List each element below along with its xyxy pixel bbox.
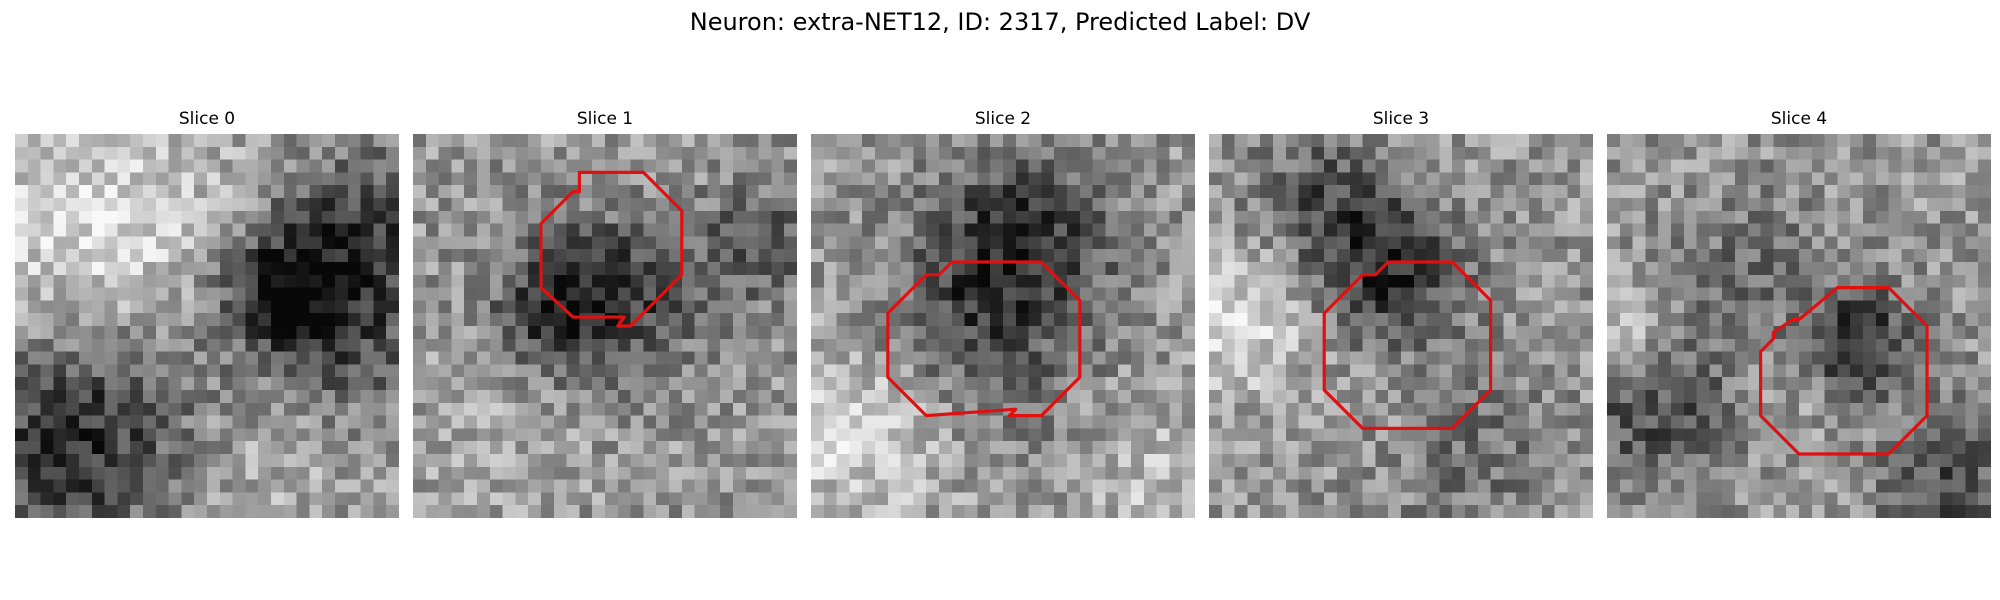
contour-overlay-3 xyxy=(1322,260,1493,431)
slice-pixels-0 xyxy=(15,134,399,518)
contour-overlay-2 xyxy=(886,260,1082,418)
mask-contour-3 xyxy=(1322,260,1493,431)
contour-overlay-4 xyxy=(1759,286,1929,456)
slice-panel-1: Slice 1 xyxy=(413,108,797,518)
slice-panel-0: Slice 0 xyxy=(15,108,399,518)
slice-pixels-1 xyxy=(413,134,797,518)
slice-panel-4: Slice 4 xyxy=(1607,108,1991,518)
slice-title-1: Slice 1 xyxy=(576,109,634,129)
slice-panel-3: Slice 3 xyxy=(1209,108,1593,518)
slice-image-0 xyxy=(15,134,399,518)
mask-contour-1 xyxy=(539,170,684,328)
slice-image-1 xyxy=(413,134,797,518)
mask-contour-4 xyxy=(1759,286,1929,456)
slice-panel-2: Slice 2 xyxy=(811,108,1195,518)
slice-image-2 xyxy=(811,134,1195,518)
slice-title-2: Slice 2 xyxy=(974,109,1032,129)
slice-pixels-3 xyxy=(1209,134,1593,518)
contour-overlay-1 xyxy=(539,170,684,328)
slice-image-3 xyxy=(1209,134,1593,518)
slice-title-4: Slice 4 xyxy=(1770,109,1828,129)
slice-pixels-2 xyxy=(811,134,1195,518)
slice-title-0: Slice 0 xyxy=(178,109,236,129)
slice-image-4 xyxy=(1607,134,1991,518)
mask-contour-2 xyxy=(886,260,1082,418)
slice-title-3: Slice 3 xyxy=(1372,109,1430,129)
figure-title: Neuron: extra-NET12, ID: 2317, Predicted… xyxy=(689,8,1311,36)
